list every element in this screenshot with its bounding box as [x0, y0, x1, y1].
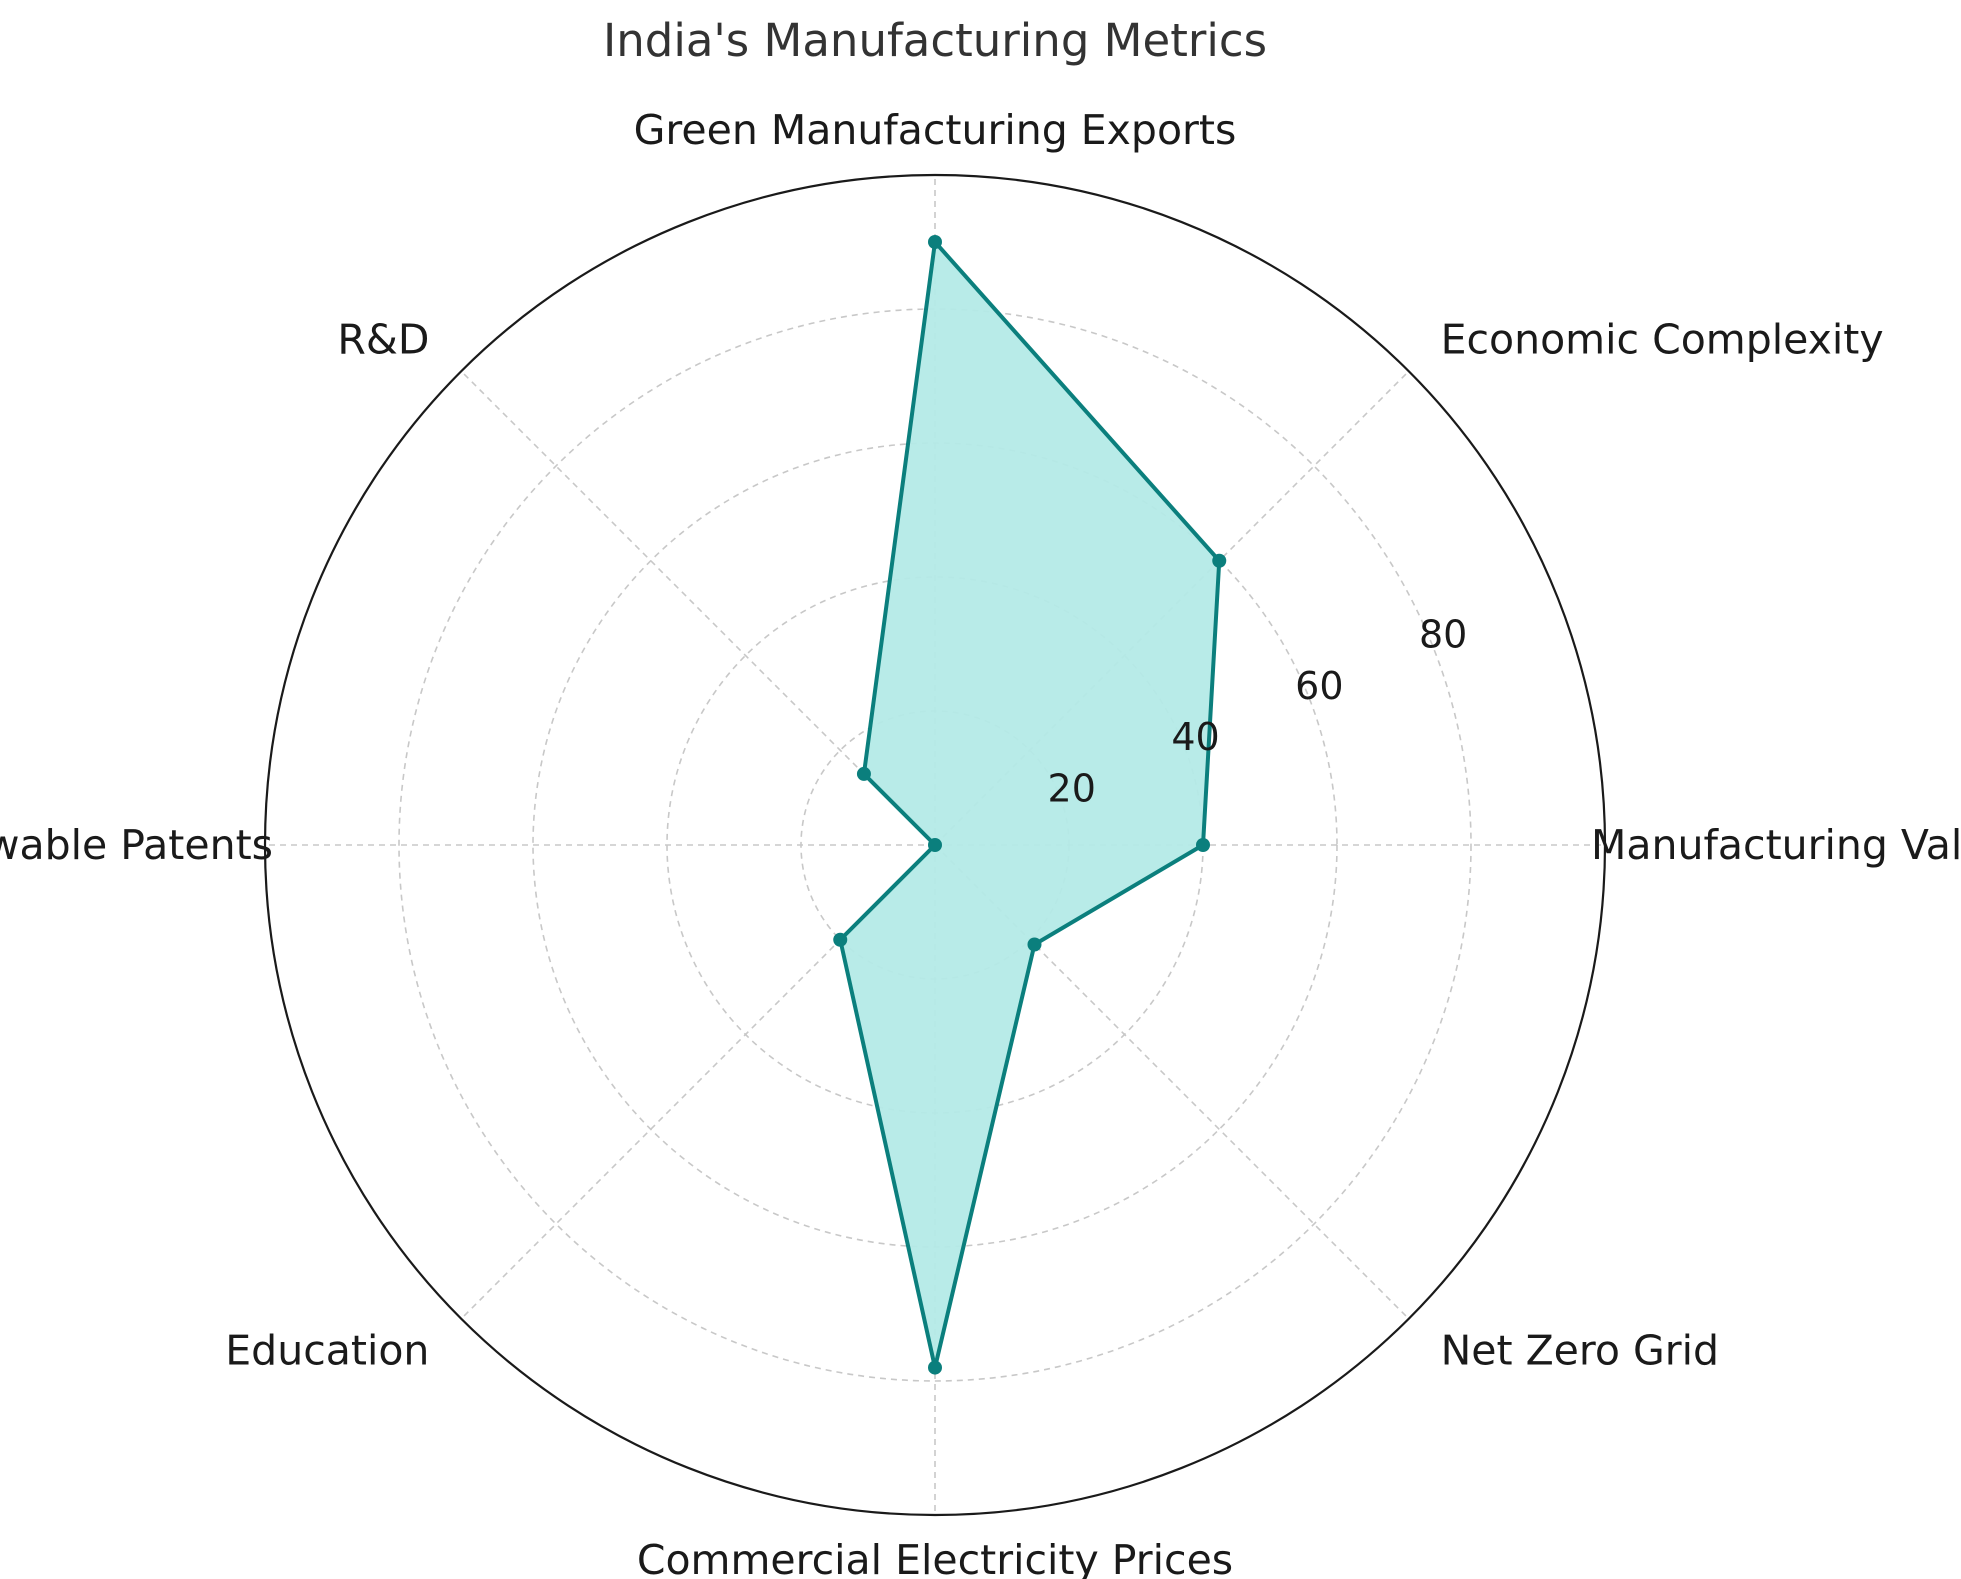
category-label: Green Manufacturing Exports [634, 106, 1237, 154]
label-layer: 20 40 60 80 Manufacturing Value-added Economi… [0, 106, 1961, 1579]
data-point-commercial-electricity-prices [928, 1360, 942, 1375]
outer-ring [263, 173, 1607, 1517]
category-label: Manufacturing Value-added [1591, 821, 1961, 869]
r-tick-label: 80 [1419, 613, 1467, 657]
category-label: R&D [337, 315, 429, 363]
chart-title: India's Manufacturing Metrics [603, 14, 1267, 67]
r-tick-label: 20 [1048, 766, 1096, 810]
category-label: Net Zero Grid [1441, 1327, 1719, 1375]
grid-ring-80 [398, 308, 1472, 1382]
data-point-manufacturing-value-added [1196, 838, 1210, 852]
grid-spoke [460, 370, 936, 846]
data-point-education [833, 932, 848, 947]
r-tick-label: 60 [1295, 664, 1343, 708]
data-layer [833, 235, 1227, 1375]
r-tick-label: 40 [1171, 715, 1219, 759]
category-label: Economic Complexity [1441, 315, 1884, 363]
data-point-net-zero-grid [1027, 937, 1042, 952]
data-point-r-d [856, 766, 871, 781]
data-point-renewable-patents [928, 838, 942, 852]
series-area [838, 240, 1222, 1370]
category-label: Commercial Electricity Prices [637, 1536, 1233, 1579]
data-point-economic-complexity [1212, 553, 1227, 568]
category-label: Renewable Patents [0, 821, 273, 869]
data-point-green-manufacturing-exports [928, 235, 942, 249]
category-label: Education [225, 1327, 429, 1375]
